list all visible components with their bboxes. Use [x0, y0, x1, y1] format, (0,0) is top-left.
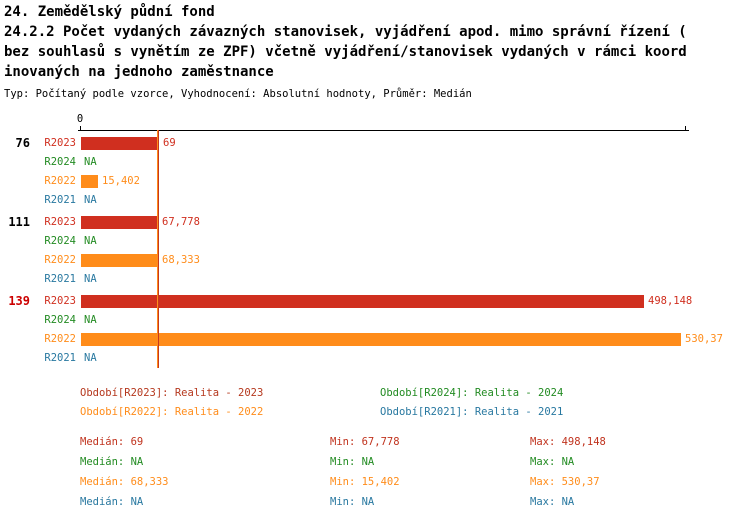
bar: [81, 216, 158, 229]
x-axis-line: [78, 130, 689, 131]
stat-median: Medián: 68,333: [80, 476, 169, 488]
median-line: [157, 130, 158, 368]
period-label: R2021: [44, 273, 76, 285]
bar-value-label: 498,148: [648, 295, 693, 307]
period-label: R2024: [44, 235, 76, 247]
stat-median: Medián: NA: [80, 496, 144, 508]
legend-item: Období[R2022]: Realita - 2022: [80, 406, 264, 418]
stat-min: Min: NA: [330, 496, 375, 508]
bar: [81, 295, 644, 308]
stat-max: Max: 498,148: [530, 436, 606, 448]
bar-value-label: 530,37: [685, 333, 723, 345]
period-label: R2024: [44, 156, 76, 168]
chart-title: 24. Zemědělský půdní fond 24.2.2 Počet vy…: [4, 2, 687, 82]
stat-median: Medián: 69: [80, 436, 144, 448]
x-axis-tick: [80, 126, 81, 130]
chart-subtitle: Typ: Počítaný podle vzorce, Vyhodnocení:…: [4, 88, 472, 100]
bar-value-label: 15,402: [102, 175, 140, 187]
stat-max: Max: NA: [530, 496, 575, 508]
bar-value-label: NA: [84, 352, 97, 364]
group-label: 76: [15, 136, 30, 150]
bar-value-label: NA: [84, 314, 97, 326]
period-label: R2023: [44, 295, 76, 307]
period-label: R2023: [44, 216, 76, 228]
period-label: R2024: [44, 314, 76, 326]
chart-title-line: 24. Zemědělský půdní fond: [4, 4, 215, 20]
chart-title-line: bez souhlasů s vynětím ze ZPF) včetně vy…: [4, 44, 687, 60]
bar: [81, 175, 98, 188]
bar-value-label: NA: [84, 273, 97, 285]
legend-item: Období[R2024]: Realita - 2024: [380, 387, 564, 399]
stat-max: Max: 530,37: [530, 476, 600, 488]
bar-value-label: 68,333: [162, 254, 200, 266]
bar-value-label: NA: [84, 194, 97, 206]
bar-value-label: NA: [84, 235, 97, 247]
stat-max: Max: NA: [530, 456, 575, 468]
stat-min: Min: 15,402: [330, 476, 400, 488]
stat-median: Medián: NA: [80, 456, 144, 468]
stat-min: Min: NA: [330, 456, 375, 468]
legend-item: Období[R2023]: Realita - 2023: [80, 387, 264, 399]
bar-value-label: 67,778: [162, 216, 200, 228]
x-axis-tick: [685, 126, 686, 130]
legend-item: Období[R2021]: Realita - 2021: [380, 406, 564, 418]
median-line: [158, 130, 159, 368]
chart-title-line: inovaných na jednoho zaměstnance: [4, 64, 274, 80]
stat-min: Min: 67,778: [330, 436, 400, 448]
bar-value-label: NA: [84, 156, 97, 168]
bar: [81, 254, 158, 267]
bar: [81, 333, 681, 346]
group-label: 139: [8, 294, 30, 308]
bar-value-label: 69: [163, 137, 176, 149]
group-label: 111: [8, 215, 30, 229]
period-label: R2022: [44, 333, 76, 345]
period-label: R2021: [44, 194, 76, 206]
period-label: R2023: [44, 137, 76, 149]
period-label: R2021: [44, 352, 76, 364]
period-label: R2022: [44, 254, 76, 266]
x-axis-origin-label: 0: [76, 113, 84, 125]
period-label: R2022: [44, 175, 76, 187]
bar: [81, 137, 159, 150]
chart-title-line: 24.2.2 Počet vydaných závazných stanovis…: [4, 24, 687, 40]
